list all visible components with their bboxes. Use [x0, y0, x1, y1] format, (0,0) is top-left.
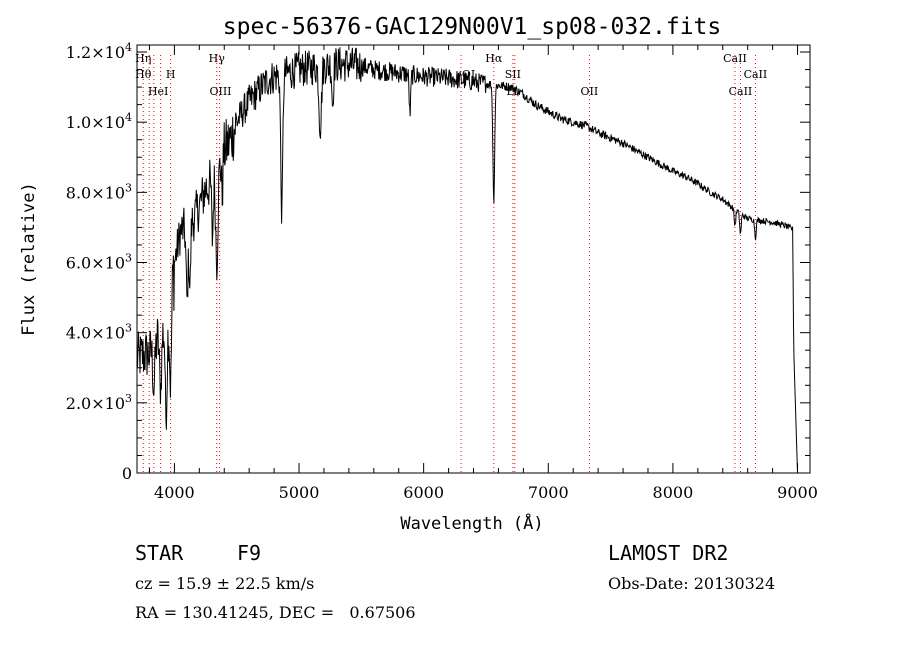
- object-class: STAR: [135, 541, 184, 565]
- chart-title: spec-56376-GAC129N00V1_sp08-032.fits: [223, 14, 722, 40]
- line-label: HeI: [148, 85, 168, 98]
- line-label: OII: [581, 85, 599, 98]
- line-label: Li: [506, 85, 517, 98]
- x-tick-label: 7000: [528, 483, 569, 502]
- y-tick-label: 1.0×104: [66, 111, 132, 132]
- x-tick-label: 5000: [279, 483, 320, 502]
- y-axis: 0 2.0×103 4.0×103 6.0×103 8.0×103 1.0×104 1.2×…: [66, 41, 810, 483]
- y-tick-label: 0: [122, 464, 132, 483]
- line-label: Hγ: [209, 52, 226, 65]
- line-label: OIII: [209, 85, 231, 98]
- line-label: Hα: [485, 52, 503, 65]
- x-tick-label: 6000: [403, 483, 444, 502]
- survey-name: LAMOST DR2: [608, 541, 729, 565]
- line-label: CaII: [723, 52, 747, 65]
- y-tick-label: 6.0×103: [66, 252, 132, 273]
- x-axis-label: Wavelength (Å): [400, 512, 543, 534]
- y-axis-label: Flux (relative): [19, 182, 39, 336]
- y-tick-label: 8.0×103: [66, 181, 132, 202]
- y-tick-label: 4.0×103: [66, 322, 132, 343]
- line-label: SII: [505, 68, 521, 81]
- x-tick-label: 9000: [777, 483, 818, 502]
- plot-frame: [136, 44, 811, 474]
- spectrum-line: [136, 47, 798, 474]
- redshift-cz: cz = 15.9 ± 22.5 km/s: [135, 574, 315, 593]
- line-label: Hθ: [135, 68, 152, 81]
- coordinates: RA = 130.41245, DEC = 0.67506: [135, 603, 416, 622]
- emission-line-markers: [142, 55, 756, 473]
- line-label: H: [166, 68, 176, 81]
- line-label: Hη: [135, 52, 151, 65]
- line-label: CaII: [744, 68, 768, 81]
- x-tick-label: 8000: [653, 483, 694, 502]
- object-subclass: F9: [237, 541, 262, 565]
- y-tick-label: 1.2×104: [66, 41, 132, 62]
- x-axis: 4000 5000 6000 7000 8000 9000: [148, 45, 818, 502]
- y-tick-label: 2.0×103: [66, 392, 132, 413]
- observation-date: Obs-Date: 20130324: [608, 574, 776, 593]
- x-tick-label: 4000: [154, 483, 195, 502]
- line-label: CaII: [729, 85, 753, 98]
